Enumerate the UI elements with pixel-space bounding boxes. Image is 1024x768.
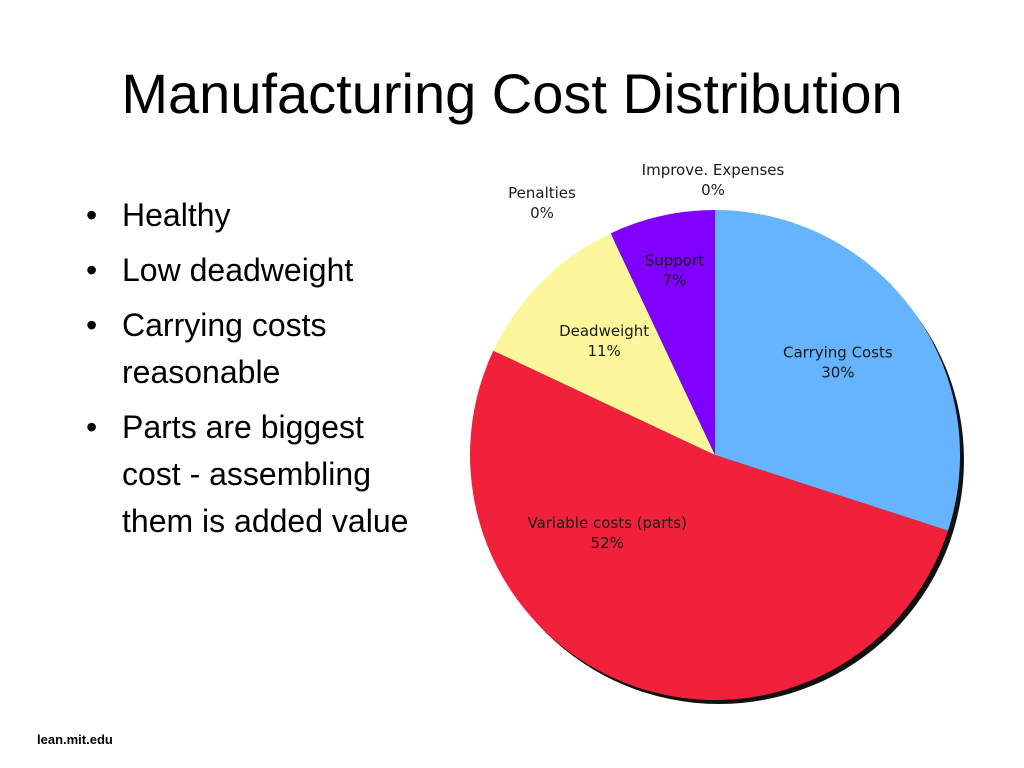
pie-slice-deadweight [493, 233, 715, 455]
bullet-text: Healthy [122, 197, 231, 233]
bullet-dot-icon: • [86, 409, 98, 445]
footer-source: lean.mit.edu [37, 732, 113, 747]
bullet-dot-icon: • [86, 307, 98, 343]
slice-value-label: 0% [530, 204, 554, 222]
slice-label: Penalties [508, 184, 576, 202]
slice-label: Variable costs (parts) [527, 514, 687, 532]
pie-slice-carrying-costs [715, 210, 960, 531]
bullet-list: • Healthy • Low deadweight • Carrying co… [82, 192, 412, 553]
slice-value-label: 7% [662, 271, 686, 289]
bullet-dot-icon: • [86, 197, 98, 233]
slice-label: Improve. Expenses [642, 161, 785, 179]
bullet-text: Parts are biggest cost - assembling them… [122, 409, 409, 539]
slide-title: Manufacturing Cost Distribution [121, 62, 903, 125]
bullet-item: • Low deadweight [82, 247, 412, 294]
slice-label: Support [645, 251, 704, 269]
slice-label: Carrying Costs [783, 344, 893, 362]
slice-value-label: 11% [587, 342, 620, 360]
slice-label: Deadweight [559, 322, 649, 340]
pie-labels: Carrying Costs 30% Variable costs (parts) 5… [508, 161, 893, 552]
pie-chart: Carrying Costs 30% Variable costs (parts) 5… [469, 161, 964, 704]
bullet-item: • Carrying costs reasonable [82, 302, 412, 396]
bullet-item: • Healthy [82, 192, 412, 239]
bullet-dot-icon: • [86, 252, 98, 288]
bullet-item: • Parts are biggest cost - assembling th… [82, 404, 412, 545]
bullet-text: Carrying costs reasonable [122, 307, 327, 390]
pie-slice-variable-costs-parts [469, 350, 949, 701]
slice-value-label: 0% [701, 181, 725, 199]
bullet-text: Low deadweight [122, 252, 354, 288]
pie-slices [469, 210, 960, 701]
pie-slice-support [610, 210, 715, 455]
slice-value-label: 30% [821, 364, 854, 382]
slice-value-label: 52% [591, 534, 624, 552]
